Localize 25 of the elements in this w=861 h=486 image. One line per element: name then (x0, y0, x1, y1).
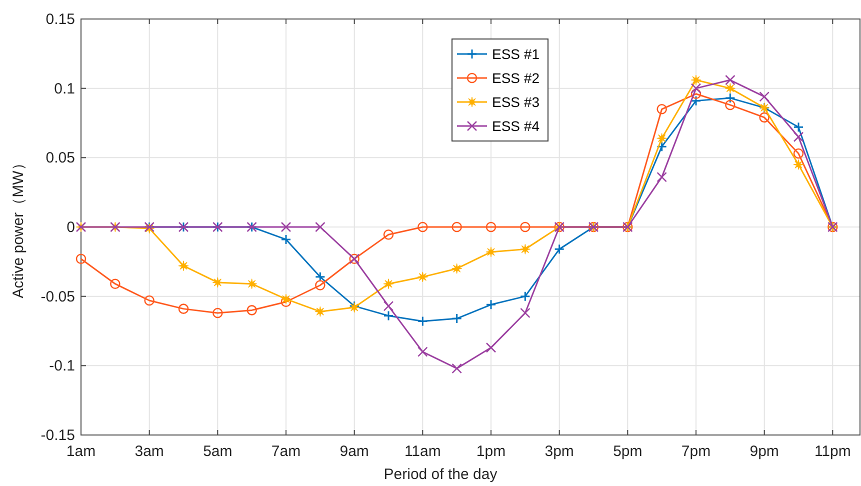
legend-label: ESS #4 (492, 118, 540, 134)
x-tick-label: 7pm (681, 443, 711, 460)
x-tick-label: 3am (134, 443, 164, 460)
x-tick-label: 1pm (476, 443, 506, 460)
y-tick-label: 0.05 (46, 150, 75, 167)
y-tick-label: -0.1 (49, 358, 75, 375)
y-tick-label: -0.15 (40, 427, 75, 444)
legend-label: ESS #3 (492, 94, 540, 110)
x-tick-label: 11am (404, 443, 441, 460)
y-axis-title: Active power（MW） (10, 156, 27, 298)
y-tick-label: 0 (66, 219, 75, 236)
x-tick-label: 9am (340, 443, 369, 460)
legend-label: ESS #2 (492, 70, 540, 86)
x-tick-label: 5pm (613, 443, 642, 460)
x-tick-label: 7am (271, 443, 301, 460)
x-tick-label: 9pm (750, 443, 779, 460)
legend-label: ESS #1 (492, 46, 540, 62)
x-tick-label: 1am (66, 443, 96, 460)
y-tick-label: -0.05 (40, 288, 75, 306)
x-tick-label: 5am (203, 443, 232, 460)
y-tick-label: 0.1 (54, 80, 75, 98)
y-tick-label: 0.15 (46, 11, 75, 28)
x-axis-title: Period of the day (384, 466, 498, 483)
x-tick-label: 11pm (814, 443, 851, 460)
x-tick-label: 3pm (544, 443, 574, 460)
